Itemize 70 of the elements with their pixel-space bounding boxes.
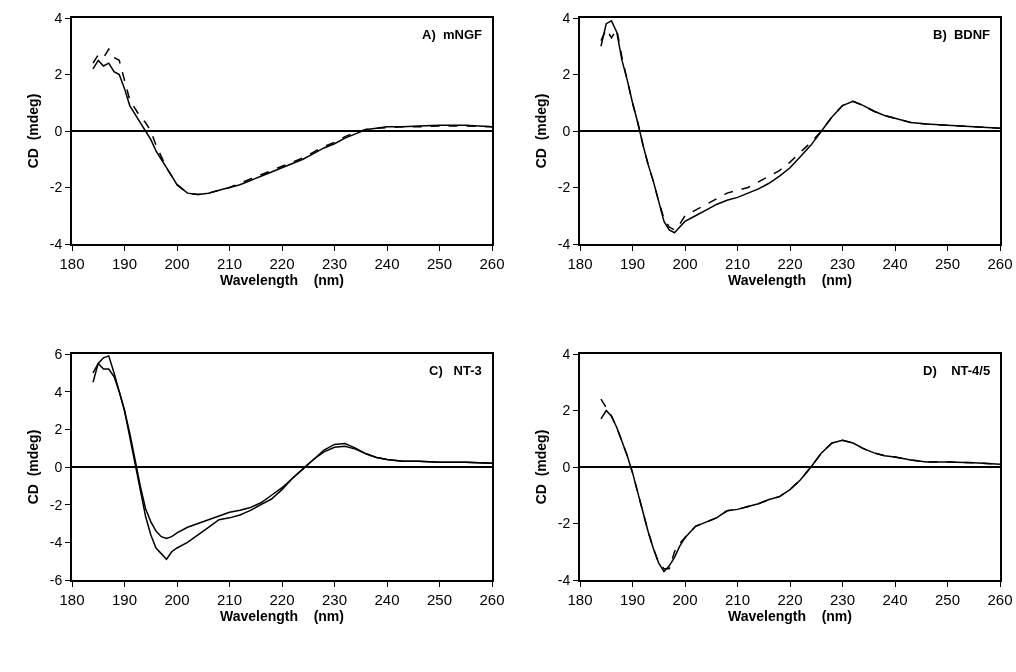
x-tick-label: 230 xyxy=(321,591,348,608)
x-tick-label: 190 xyxy=(619,591,646,608)
y-tick-label: 4 xyxy=(54,9,63,26)
x-tick-label: 250 xyxy=(934,255,961,272)
y-tick-label: -4 xyxy=(557,235,571,252)
x-tick-label: 250 xyxy=(934,591,961,608)
x-tick-label: 240 xyxy=(374,591,400,608)
x-tick-label: 240 xyxy=(882,591,908,608)
x-tick-label: 220 xyxy=(777,255,803,272)
x-tick-label: 180 xyxy=(567,591,593,608)
x-axis-title: Wavelength (nm) xyxy=(728,272,852,288)
x-tick-label: 240 xyxy=(374,255,400,272)
y-tick-label: 2 xyxy=(54,66,63,83)
y-tick-label: -4 xyxy=(557,571,571,588)
text: A) mNGF xyxy=(422,27,482,42)
y-tick-label: 0 xyxy=(54,122,63,139)
x-tick-label: 190 xyxy=(111,255,138,272)
x-tick-label: 190 xyxy=(111,591,138,608)
y-tick-label: 2 xyxy=(562,66,571,83)
x-tick-label: 250 xyxy=(426,255,453,272)
x-tick-label: 210 xyxy=(724,255,751,272)
x-tick-label: 230 xyxy=(829,255,856,272)
x-tick-label: 210 xyxy=(216,591,243,608)
x-tick-label: 260 xyxy=(987,591,1013,608)
y-tick-label: -2 xyxy=(557,179,571,196)
y-axis-title: CD (mdeg) xyxy=(24,429,41,505)
x-tick-label: 200 xyxy=(672,255,698,272)
x-tick-label: 230 xyxy=(321,255,348,272)
y-tick-label: 0 xyxy=(54,458,63,475)
y-axis-title: CD (mdeg) xyxy=(532,429,549,505)
text: B) BDNF xyxy=(933,27,991,42)
x-tick-label: 180 xyxy=(59,255,85,272)
text: C) NT-3 xyxy=(429,363,482,378)
y-tick-label: -2 xyxy=(49,179,63,196)
x-tick-label: 210 xyxy=(216,255,243,272)
y-tick-label: 4 xyxy=(562,9,571,26)
y-tick-label: -2 xyxy=(49,496,63,513)
y-tick-label: 2 xyxy=(562,402,571,419)
x-tick-label: 180 xyxy=(567,255,593,272)
x-tick-label: 210 xyxy=(724,591,751,608)
x-tick-label: 220 xyxy=(269,591,295,608)
y-tick-label: 6 xyxy=(54,345,63,362)
y-axis-title: CD (mdeg) xyxy=(532,93,549,169)
x-axis-title: Wavelength (nm) xyxy=(220,272,344,288)
y-tick-label: 0 xyxy=(562,122,571,139)
x-tick-label: 200 xyxy=(164,255,190,272)
y-tick-label: 2 xyxy=(54,421,63,438)
x-tick-label: 220 xyxy=(777,591,803,608)
x-tick-label: 230 xyxy=(829,591,856,608)
y-tick-label: -6 xyxy=(49,571,63,588)
text: D) NT-4/5 xyxy=(923,363,991,378)
x-tick-label: 190 xyxy=(619,255,646,272)
y-tick-label: 4 xyxy=(54,383,63,400)
x-tick-label: 260 xyxy=(479,591,505,608)
y-tick-label: -2 xyxy=(557,515,571,532)
x-tick-label: 180 xyxy=(59,591,85,608)
y-tick-label: -4 xyxy=(49,235,63,252)
x-tick-label: 220 xyxy=(269,255,295,272)
x-tick-label: 260 xyxy=(479,255,505,272)
x-tick-label: 260 xyxy=(987,255,1013,272)
x-tick-label: 240 xyxy=(882,255,908,272)
y-tick-label: 4 xyxy=(562,345,571,362)
x-axis-title: Wavelength (nm) xyxy=(728,608,852,624)
x-tick-label: 200 xyxy=(672,591,698,608)
x-tick-label: 250 xyxy=(426,591,453,608)
x-axis-title: Wavelength (nm) xyxy=(220,608,344,624)
x-tick-label: 200 xyxy=(164,591,190,608)
y-tick-label: 0 xyxy=(562,458,571,475)
y-tick-label: -4 xyxy=(49,534,63,551)
y-axis-title: CD (mdeg) xyxy=(24,93,41,169)
